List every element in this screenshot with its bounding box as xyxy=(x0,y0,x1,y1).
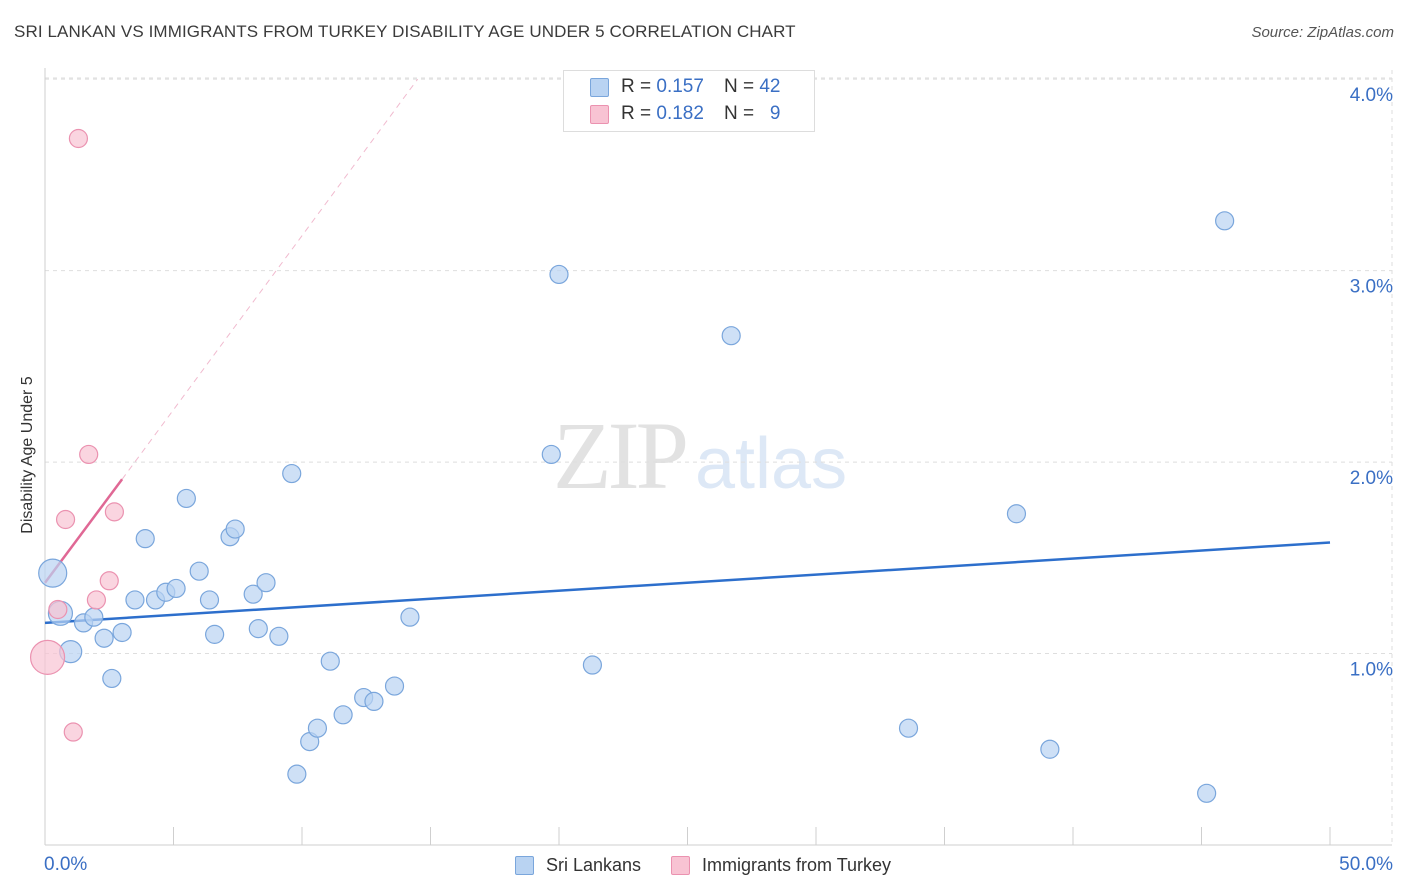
turkey-immigrant-point xyxy=(104,502,124,522)
r-label: R = xyxy=(621,76,652,97)
source-label: Source: ZipAtlas.com xyxy=(1251,24,1394,41)
sri-lankan-point xyxy=(1006,504,1027,524)
sri-lankan-point xyxy=(364,691,384,712)
turkey-immigrant-point xyxy=(86,590,107,610)
sri-lankan-point xyxy=(1040,739,1060,759)
sri-lankan-point xyxy=(166,578,186,599)
sri-lankan-point xyxy=(256,573,276,593)
points-layer xyxy=(29,128,1235,803)
sri-lankan-point xyxy=(199,590,220,610)
sri-lankan-point xyxy=(102,668,122,689)
y-tick-label: 1.0% xyxy=(1350,660,1393,681)
turkey-immigrant-point xyxy=(55,509,76,530)
legend-swatch-blue xyxy=(590,77,609,97)
x-tick-label-max: 50.0% xyxy=(1339,854,1393,875)
watermark-zip: ZIP xyxy=(553,402,689,509)
sri-lankan-point xyxy=(721,326,741,346)
correlation-legend: R = 0.157 N = 42 R = 0.182 N = 9 xyxy=(563,70,815,132)
r-value: 0.182 xyxy=(656,103,704,124)
sri-lankan-point xyxy=(282,463,302,484)
sri-lankan-point xyxy=(582,655,603,675)
legend-swatch-blue xyxy=(514,855,534,875)
sri-lankan-point xyxy=(541,444,561,465)
sri-lankan-point xyxy=(307,718,328,738)
sri-lankan-point xyxy=(225,519,245,539)
legend-label: Immigrants from Turkey xyxy=(702,854,892,875)
n-label: N = xyxy=(723,76,755,97)
sri-lankan-point xyxy=(400,607,420,627)
sri-lankan-point xyxy=(135,529,155,549)
legend-swatch-pink xyxy=(590,104,609,124)
sri-lankan-point xyxy=(287,764,307,784)
sri-lankan-point xyxy=(189,561,209,581)
tick-label-layer: 1.0% 2.0% 3.0% 4.0% 0.0% 50.0% xyxy=(44,85,1393,875)
legend-item-immigrants-turkey[interactable]: Immigrants from Turkey xyxy=(671,855,891,876)
sri-lankan-point xyxy=(243,584,263,604)
legend-row-sri-lankans: R = 0.157 N = 42 xyxy=(590,75,780,99)
turkey-immigrant-point xyxy=(99,571,119,591)
legend-item-sri-lankans[interactable]: Sri Lankans xyxy=(514,854,641,876)
sri-lankan-point xyxy=(1197,783,1217,803)
r-label: R = xyxy=(621,103,652,124)
y-tick-label: 4.0% xyxy=(1350,85,1393,106)
legend-label: Sri Lankans xyxy=(545,854,641,875)
series-legend: Sri Lankans Immigrants from Turkey xyxy=(0,852,1406,878)
x-tick-label-min: 0.0% xyxy=(44,854,87,875)
chart-title: SRI LANKAN VS IMMIGRANTS FROM TURKEY DIS… xyxy=(14,22,796,41)
sri-lankan-point xyxy=(205,624,225,644)
n-value: 9 xyxy=(769,103,781,124)
axis-layer xyxy=(44,68,1392,846)
sri-lankan-point xyxy=(898,718,919,738)
sri-lankan-point xyxy=(333,705,353,725)
legend-row-immigrants-turkey: R = 0.182 N = 9 xyxy=(590,102,780,126)
sri-lankan-point xyxy=(176,488,196,509)
sri-lankan-point xyxy=(112,622,132,643)
sri-lankan-point xyxy=(84,607,104,627)
grid-layer xyxy=(45,70,1393,845)
turkey-immigrant-point xyxy=(68,128,89,149)
n-label: N = xyxy=(723,103,755,124)
sri-lankan-point xyxy=(125,590,145,610)
y-tick-label: 3.0% xyxy=(1350,277,1393,298)
sri-lankan-point xyxy=(38,558,68,588)
turkey-immigrant-point xyxy=(29,639,66,675)
y-tick-label: 2.0% xyxy=(1350,468,1393,489)
turkey-immigrant-point xyxy=(48,599,68,620)
sri-lankan-point xyxy=(549,264,569,285)
sri-lankan-point xyxy=(248,619,268,639)
watermark: ZIP atlas xyxy=(553,400,847,511)
sri-lankan-point xyxy=(384,676,405,696)
sri-lankan-point xyxy=(320,651,340,671)
n-value: 42 xyxy=(759,76,781,97)
watermark-atlas: atlas xyxy=(695,424,848,504)
r-value: 0.157 xyxy=(656,76,704,97)
sri-lankan-point xyxy=(94,628,114,648)
turkey-immigrant-point xyxy=(79,444,99,465)
legend-swatch-pink xyxy=(671,855,690,875)
trend-extension-line xyxy=(121,78,419,480)
sri-lankan-point xyxy=(269,626,289,646)
sri-lankan-trend-line xyxy=(44,541,1331,625)
turkey-immigrant-point xyxy=(63,722,83,742)
sri-lankan-point xyxy=(1215,211,1235,231)
